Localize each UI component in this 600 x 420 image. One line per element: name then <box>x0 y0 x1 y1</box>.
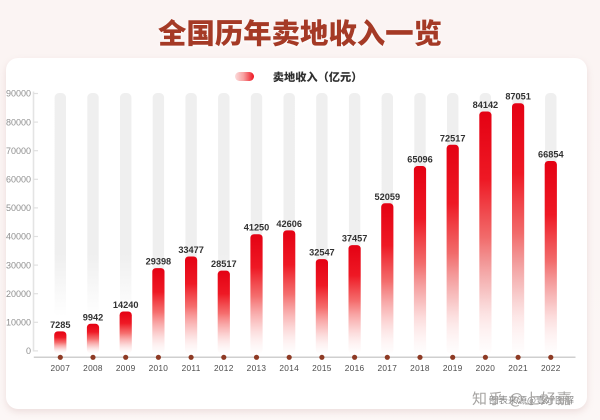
svg-text:2021: 2021 <box>508 363 528 373</box>
svg-text:2013: 2013 <box>247 363 267 373</box>
svg-text:2018: 2018 <box>410 363 430 373</box>
svg-text:9942: 9942 <box>83 312 103 322</box>
svg-text:37457: 37457 <box>342 234 368 244</box>
svg-text:72517: 72517 <box>440 133 466 143</box>
svg-text:52059: 52059 <box>375 192 401 202</box>
svg-text:65096: 65096 <box>407 155 433 165</box>
svg-text:90000: 90000 <box>6 89 31 99</box>
svg-text:2010: 2010 <box>149 363 169 373</box>
svg-text:10000: 10000 <box>6 318 31 328</box>
svg-text:20000: 20000 <box>6 289 31 299</box>
svg-text:2012: 2012 <box>214 363 234 373</box>
svg-text:14240: 14240 <box>113 300 139 310</box>
svg-text:2014: 2014 <box>279 363 299 373</box>
svg-text:30000: 30000 <box>6 260 31 270</box>
svg-text:41250: 41250 <box>244 223 270 233</box>
svg-text:70000: 70000 <box>6 146 31 156</box>
svg-text:66854: 66854 <box>538 150 564 160</box>
svg-text:84142: 84142 <box>473 100 499 110</box>
svg-text:2017: 2017 <box>377 363 397 373</box>
svg-text:50000: 50000 <box>6 203 31 213</box>
svg-text:2020: 2020 <box>476 363 496 373</box>
svg-text:0: 0 <box>26 346 31 356</box>
svg-text:2007: 2007 <box>50 363 70 373</box>
svg-text:28517: 28517 <box>211 259 237 269</box>
svg-text:2009: 2009 <box>116 363 136 373</box>
svg-text:2022: 2022 <box>541 363 561 373</box>
svg-text:60000: 60000 <box>6 175 31 185</box>
svg-text:40000: 40000 <box>6 232 31 242</box>
svg-text:7285: 7285 <box>50 320 70 330</box>
svg-text:32547: 32547 <box>309 248 335 258</box>
svg-text:2015: 2015 <box>312 363 332 373</box>
svg-text:87051: 87051 <box>505 92 531 102</box>
svg-text:29398: 29398 <box>146 257 172 267</box>
svg-text:33477: 33477 <box>178 245 204 255</box>
svg-text:2008: 2008 <box>83 363 103 373</box>
svg-text:2016: 2016 <box>345 363 365 373</box>
svg-text:2019: 2019 <box>443 363 463 373</box>
svg-text:42606: 42606 <box>276 219 302 229</box>
svg-text:80000: 80000 <box>6 117 31 127</box>
svg-text:2011: 2011 <box>182 363 201 373</box>
